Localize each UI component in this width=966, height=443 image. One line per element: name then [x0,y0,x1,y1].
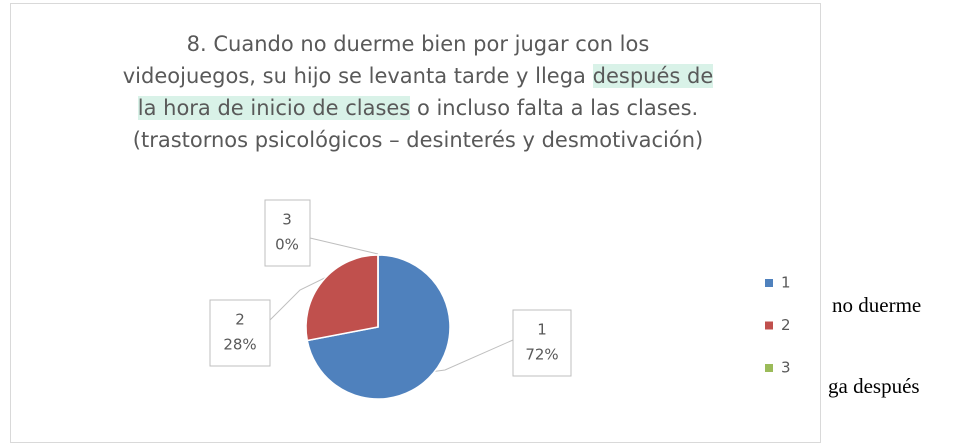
background-text: ga después [828,374,920,398]
chart-title: 8. Cuando no duerme bien por jugar con l… [118,28,718,156]
data-label-value: 28% [223,336,256,354]
background-text: no duerme [832,293,922,317]
data-label-category: 1 [537,321,547,339]
pie-slice [305,254,379,342]
leader-line [309,237,379,255]
legend-label: 1 [781,274,791,292]
legend-label: 3 [781,359,791,377]
title-run: o incluso falta a las clases. (trastorno… [132,96,704,152]
legend-swatch [765,364,773,372]
data-label-category: 2 [235,311,245,329]
label-box [209,299,271,367]
legend-swatch [765,279,773,287]
legend-label: 2 [781,316,791,334]
data-label-category: 3 [282,211,292,229]
data-label-value: 0% [275,236,299,254]
legend-swatch [765,321,773,330]
label-box [512,309,572,377]
label-box [264,199,311,267]
data-label-value: 72% [525,346,558,364]
title-run: 8. Cuando no duerme bien por jugar con l… [122,32,650,88]
